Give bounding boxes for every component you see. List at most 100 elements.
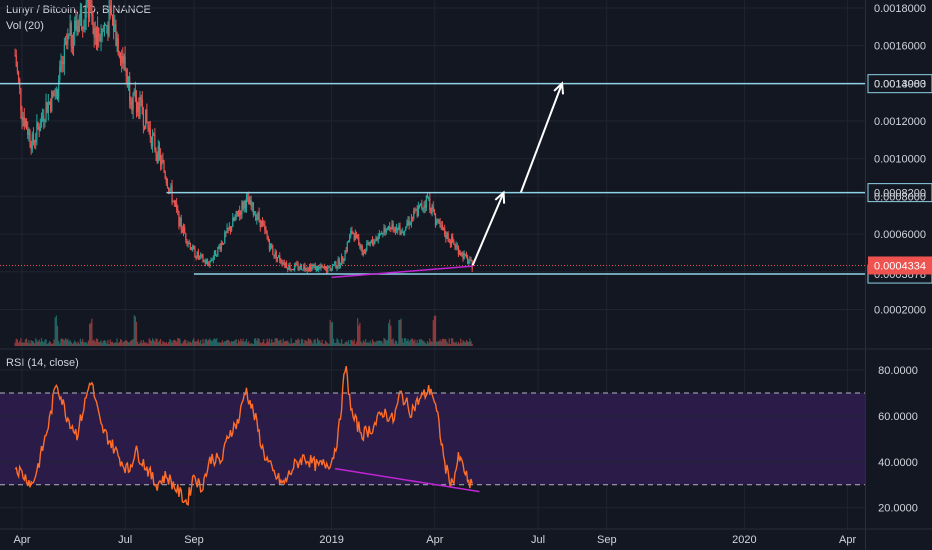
candle-body <box>376 237 378 240</box>
candle-body <box>344 250 346 260</box>
candle-body <box>283 262 285 266</box>
volume-bar <box>398 320 400 346</box>
volume-bar <box>389 319 391 346</box>
candle-body <box>456 245 458 247</box>
volume-bar <box>38 339 40 346</box>
candle-body <box>241 202 243 215</box>
candle-body <box>279 255 281 261</box>
candle-body <box>366 243 368 251</box>
volume-bar <box>105 341 107 346</box>
volume-bar <box>382 343 384 346</box>
candle-body <box>345 250 347 252</box>
candle-body <box>275 251 277 260</box>
volume-bar <box>103 340 106 346</box>
candle-body <box>420 203 422 205</box>
candle-body <box>334 261 336 265</box>
rsi-axis-tick-label: 80.0000 <box>878 365 918 377</box>
volume-bar <box>79 338 82 346</box>
candle-body <box>61 61 63 63</box>
volume-bar <box>194 341 196 346</box>
candle-body <box>327 266 329 273</box>
volume-bar <box>45 339 47 346</box>
candle-body <box>33 141 36 143</box>
volume-bar <box>424 342 426 346</box>
candle-body <box>399 225 401 235</box>
volume-bar <box>409 339 411 346</box>
candle-body <box>124 56 126 71</box>
volume-bar <box>21 342 23 346</box>
volume-bar <box>139 342 141 346</box>
volume-bar <box>85 341 87 346</box>
candle-body <box>308 265 311 270</box>
candle-body <box>218 246 220 248</box>
time-axis-tick-label: Jul <box>118 534 132 546</box>
volume-bar <box>391 339 393 346</box>
volume-bar <box>417 342 419 346</box>
volume-bar <box>214 339 217 346</box>
candle-body <box>373 242 375 244</box>
volume-bar <box>70 342 72 346</box>
volume-bar <box>395 341 398 346</box>
candle-body <box>381 233 383 235</box>
volume-bar <box>14 342 16 346</box>
volume-bar <box>170 340 172 346</box>
candle-body <box>324 266 327 269</box>
volume-bar <box>441 338 443 346</box>
candle-body <box>232 217 234 227</box>
level-price-label: 0.0013983 <box>874 79 926 91</box>
candle-body <box>453 242 455 244</box>
volume-bar <box>180 343 182 346</box>
volume-bar <box>375 341 377 346</box>
candle-body <box>343 259 345 261</box>
candle-body <box>349 235 351 242</box>
volume-bar <box>453 341 455 346</box>
volume-bar <box>345 341 347 346</box>
candle-body <box>258 212 260 220</box>
candle-body <box>169 188 171 191</box>
candle-body <box>100 36 102 42</box>
candle-body <box>231 226 233 231</box>
volume-bar <box>255 338 257 346</box>
volume-bar <box>263 339 265 346</box>
candle-body <box>352 232 354 234</box>
candle-body <box>439 222 441 227</box>
candle-body <box>336 266 338 269</box>
volume-bar <box>78 343 80 346</box>
volume-bar <box>179 339 181 346</box>
volume-bar <box>163 341 165 346</box>
volume-bar <box>313 339 315 346</box>
volume-bar <box>305 340 307 346</box>
volume-bar <box>59 343 61 346</box>
volume-bar <box>386 340 389 346</box>
candle-body <box>268 241 271 249</box>
volume-bar <box>406 341 408 346</box>
volume-bar <box>300 338 303 346</box>
candle-body <box>182 227 185 233</box>
volume-bar <box>220 342 222 346</box>
candle-body <box>189 242 191 250</box>
volume-bar <box>47 343 49 346</box>
candle-body <box>126 76 128 87</box>
candle-body <box>265 229 267 233</box>
candle-body <box>392 223 394 230</box>
candle-body <box>143 125 146 129</box>
volume-bar <box>62 339 64 346</box>
candle-body <box>277 255 280 258</box>
candle-body <box>323 266 326 269</box>
candle-body <box>470 259 472 261</box>
volume-bar <box>280 339 282 346</box>
volume-bar <box>343 343 345 346</box>
volume-bar <box>66 339 68 346</box>
candle-body <box>15 55 17 67</box>
volume-bar <box>208 339 210 346</box>
volume-bar <box>209 338 211 346</box>
volume-bar <box>93 339 95 346</box>
volume-bar <box>83 341 85 346</box>
candle-body <box>371 240 374 243</box>
candle-body <box>46 102 48 113</box>
volume-bar <box>234 340 236 346</box>
candle-body <box>171 185 173 202</box>
volume-bar <box>384 338 386 346</box>
volume-bar <box>17 342 20 346</box>
